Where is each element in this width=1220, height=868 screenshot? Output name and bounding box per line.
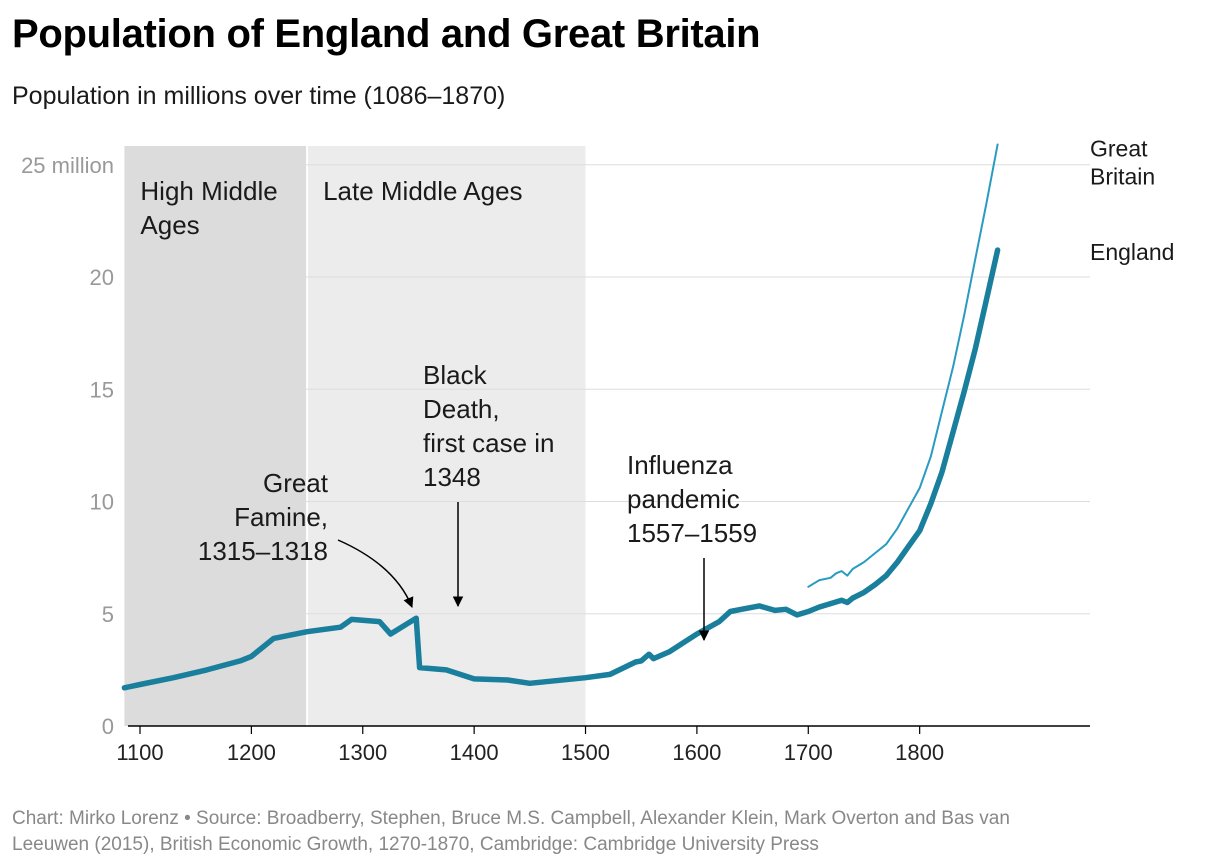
chart-footer: Chart: Mirko Lorenz • Source: Broadberry… <box>12 806 1162 858</box>
x-tick-label: 1700 <box>784 740 833 765</box>
series-label: England <box>1090 239 1174 265</box>
series-lines <box>121 143 1001 691</box>
gridlines <box>130 164 1090 615</box>
era-label: Ages <box>140 210 199 240</box>
era-label: High Middle <box>140 176 277 206</box>
y-axis-ticks: 0 5 10 15 20 25 million <box>21 153 114 739</box>
annotation-text: Famine, <box>234 502 328 532</box>
annotation-text: Influenza <box>627 450 733 480</box>
series-line-great-britain <box>807 143 999 588</box>
era-band-0 <box>124 146 308 726</box>
x-tick-label: 1300 <box>338 740 387 765</box>
source-line-1: Chart: Mirko Lorenz • Source: Broadberry… <box>12 808 1010 829</box>
annotation-text: Black <box>423 360 488 390</box>
chart-title: Population of England and Great Britain <box>12 12 761 56</box>
series-line-england <box>121 247 1001 691</box>
x-tick-label: 1400 <box>450 740 499 765</box>
y-tick-label: 5 <box>102 602 114 627</box>
series-label: Great <box>1090 136 1148 162</box>
x-tick-label: 1600 <box>672 740 721 765</box>
x-tick-label: 1500 <box>561 740 610 765</box>
y-tick-label: 10 <box>90 490 114 515</box>
population-line-chart: High Middle Ages Late Middle Ages 0 5 10 15 20… <box>21 136 1174 765</box>
y-tick-label: 15 <box>90 377 114 402</box>
era-band-1 <box>307 146 586 726</box>
series-label: Britain <box>1090 164 1155 190</box>
annotation-text: Death, <box>423 394 500 424</box>
annotation-text: 1315–1318 <box>198 536 328 566</box>
annotation-text: Great <box>263 468 329 498</box>
annotation-text: 1348 <box>423 462 481 492</box>
annotation-arrow <box>337 539 414 608</box>
era-label: Late Middle Ages <box>323 176 522 206</box>
x-tick-label: 1800 <box>895 740 944 765</box>
y-tick-label: 20 <box>90 265 114 290</box>
y-tick-label: 0 <box>102 714 114 739</box>
x-tick-label: 1200 <box>227 740 276 765</box>
annotations: Great Famine, 1315–1318 Black Death, first ca… <box>198 360 757 642</box>
annotation-text: first case in <box>423 428 555 458</box>
chart-subtitle: Population in millions over time (1086–1… <box>12 82 506 110</box>
annotation-text: pandemic <box>627 484 740 514</box>
source-line-2: Leeuwen (2015), British Economic Growth,… <box>12 834 819 855</box>
era-bands: High Middle Ages Late Middle Ages <box>124 146 586 726</box>
x-tick-label: 1100 <box>116 740 163 765</box>
x-axis-ticks: 1100 1200 1300 1400 1500 1600 1700 1800 <box>116 726 944 765</box>
annotation-text: 1557–1559 <box>627 518 757 548</box>
y-tick-label: 25 million <box>21 153 114 178</box>
